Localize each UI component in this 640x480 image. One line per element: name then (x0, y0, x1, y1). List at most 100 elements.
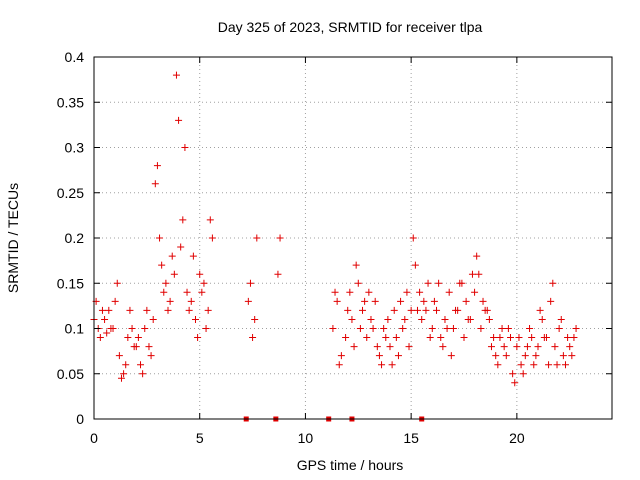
y-tick-label: 0.15 (57, 275, 84, 291)
data-point (468, 270, 476, 278)
data-point (194, 334, 202, 342)
data-point (96, 334, 104, 342)
data-point (348, 315, 356, 323)
data-point (545, 361, 553, 369)
data-point (420, 297, 428, 305)
data-point (561, 361, 569, 369)
data-point (490, 334, 498, 342)
data-point (143, 306, 151, 314)
data-point (145, 343, 153, 351)
data-point (523, 343, 531, 351)
data-point (249, 334, 257, 342)
data-point (435, 279, 443, 287)
data-point (191, 315, 199, 323)
data-point (473, 252, 481, 260)
data-point (375, 352, 383, 360)
data-point (342, 334, 350, 342)
data-point (185, 306, 193, 314)
data-point (572, 325, 580, 332)
data-points (90, 71, 580, 387)
data-point (418, 315, 426, 323)
data-point (177, 243, 185, 251)
y-tick-label: 0.25 (57, 185, 84, 201)
data-point (208, 234, 216, 242)
data-point (498, 325, 506, 332)
data-point (361, 297, 369, 305)
data-point (369, 325, 377, 332)
data-point (276, 234, 284, 242)
data-point (380, 325, 388, 332)
data-point (392, 334, 400, 342)
data-point (134, 334, 142, 342)
data-point (521, 352, 529, 360)
data-point (204, 306, 212, 314)
data-point (130, 343, 138, 351)
data-point (367, 315, 375, 323)
data-point (244, 297, 252, 305)
axis-ticks (93, 56, 612, 420)
data-point (337, 352, 345, 360)
data-point (536, 306, 544, 314)
data-point (333, 297, 341, 305)
data-point (397, 297, 405, 305)
data-point (181, 144, 189, 151)
y-tick-label: 0.2 (65, 230, 85, 246)
data-point (149, 315, 157, 323)
data-point (390, 306, 398, 314)
data-point (494, 361, 502, 369)
data-point (460, 334, 468, 342)
data-point (115, 352, 123, 360)
data-point (534, 343, 542, 351)
data-point (120, 370, 128, 378)
data-point (103, 329, 111, 337)
data-point (158, 261, 166, 269)
data-point (413, 306, 421, 314)
data-point (439, 343, 447, 351)
data-point (422, 306, 430, 314)
data-point (122, 361, 130, 369)
y-tick-labels: 0 0.05 0.1 0.15 0.2 0.25 0.3 0.35 0.4 (57, 49, 84, 427)
data-point (559, 352, 567, 360)
data-point (462, 297, 470, 305)
data-point (175, 116, 183, 124)
x-tick-label: 15 (403, 430, 419, 446)
data-point (399, 325, 407, 332)
y-tick-label: 0.05 (57, 366, 84, 382)
data-point (532, 352, 540, 360)
data-point (456, 279, 464, 287)
data-point (153, 162, 161, 170)
data-point (246, 279, 254, 287)
data-point (141, 325, 149, 332)
data-point (124, 334, 132, 342)
data-point (359, 306, 367, 314)
x-tick-label: 10 (298, 430, 314, 446)
data-point (160, 288, 168, 296)
data-point (126, 306, 134, 314)
data-point (172, 71, 180, 79)
data-point (500, 343, 508, 351)
x-tick-label: 0 (90, 430, 98, 446)
data-point (507, 334, 515, 342)
data-point (354, 279, 362, 287)
data-point (335, 361, 343, 369)
data-point (479, 297, 487, 305)
data-point (111, 297, 119, 305)
data-point (384, 315, 392, 323)
data-point (416, 288, 424, 296)
data-point (274, 270, 282, 278)
data-point (485, 315, 493, 323)
data-point (137, 361, 145, 369)
data-point (475, 270, 483, 278)
data-point (388, 361, 396, 369)
data-point (492, 352, 500, 360)
data-point (530, 361, 538, 369)
data-point (156, 234, 164, 242)
data-point (139, 370, 147, 378)
data-point (128, 325, 136, 332)
chart-title: Day 325 of 2023, SRMTID for receiver tlp… (218, 19, 483, 35)
data-point (502, 352, 510, 360)
data-point (350, 343, 358, 351)
data-point (424, 279, 432, 287)
data-point (564, 334, 572, 342)
